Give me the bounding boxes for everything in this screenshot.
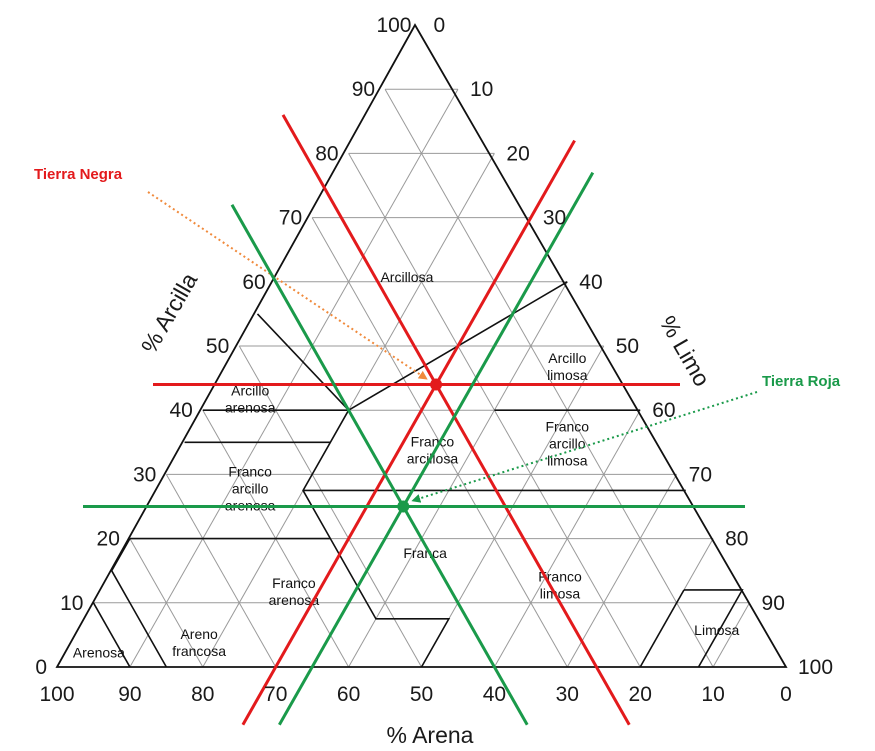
region-label-line: arenosa bbox=[269, 592, 320, 608]
region-label-line: Franco bbox=[538, 568, 582, 584]
region-arcillosa: Arcillosa bbox=[380, 269, 433, 285]
sand-axis-title: % Arena bbox=[387, 722, 474, 748]
region-label-line: Franca bbox=[403, 545, 447, 561]
region-label-line: Franco bbox=[411, 434, 455, 450]
grid-line-silt bbox=[566, 474, 678, 668]
region-label-line: limosa bbox=[540, 585, 581, 601]
sand-tick-label: 70 bbox=[264, 683, 287, 706]
region-label-line: Franco bbox=[546, 419, 590, 435]
region-franco-arenosa: Franco arenosa bbox=[269, 575, 320, 608]
region-limosa: Limosa bbox=[694, 622, 739, 638]
clay-tick-label: 20 bbox=[97, 528, 120, 551]
region-label-line: limosa bbox=[547, 367, 588, 383]
sand-axis-ticks: 100 90 80 70 60 50 40 30 20 10 0 bbox=[39, 683, 791, 706]
region-label-line: arcillo bbox=[232, 481, 269, 497]
region-arcillo-arenosa: Arcillo arenosa bbox=[225, 382, 276, 415]
region-label-line: francosa bbox=[172, 643, 226, 659]
clay-tick-label: 60 bbox=[242, 271, 265, 294]
tierra-negra-silt-line bbox=[241, 139, 576, 726]
clay-axis-title: % Arcilla bbox=[136, 268, 203, 358]
tierra-roja-point bbox=[397, 500, 410, 513]
region-franco-limosa: Franco limosa bbox=[538, 568, 582, 601]
silt-tick-label: 10 bbox=[470, 78, 493, 101]
region-arenosa: Arenosa bbox=[73, 644, 125, 660]
tierra-roja-silt-line bbox=[278, 171, 595, 726]
region-franca: Franca bbox=[403, 545, 447, 561]
tierra-negra-point bbox=[430, 378, 443, 391]
sample-lines bbox=[83, 114, 758, 726]
silt-tick-label: 50 bbox=[616, 335, 639, 358]
silt-tick-label: 70 bbox=[689, 463, 712, 486]
silt-tick-label: 40 bbox=[579, 271, 602, 294]
region-label-line: Franco bbox=[228, 464, 272, 480]
clay-tick-label: 100 bbox=[376, 14, 411, 37]
region-label-line: Arcillosa bbox=[380, 269, 433, 285]
clay-tick-label: 0 bbox=[35, 656, 47, 679]
region-franco-arcillosa: Franco arcillosa bbox=[407, 434, 459, 467]
sand-tick-label: 90 bbox=[118, 683, 141, 706]
silt-tick-label: 100 bbox=[798, 656, 833, 679]
clay-tick-label: 10 bbox=[60, 592, 83, 615]
sand-tick-label: 50 bbox=[410, 683, 433, 706]
class-boundary bbox=[202, 313, 351, 412]
clay-tick-label: 80 bbox=[315, 142, 338, 165]
outline bbox=[55, 23, 788, 668]
region-arcillo-limosa: Arcillo limosa bbox=[547, 350, 588, 383]
sand-tick-label: 80 bbox=[191, 683, 214, 706]
tierra-negra-sand-line bbox=[281, 114, 631, 726]
class-boundary bbox=[639, 589, 685, 668]
region-label-line: arcillosa bbox=[407, 451, 459, 467]
silt-axis-ticks: 0 10 20 30 40 50 60 70 80 90 100 bbox=[434, 14, 834, 679]
region-label-line: arenosa bbox=[225, 399, 276, 415]
region-franco-arcillo-limosa: Franco arcillo limosa bbox=[546, 419, 590, 469]
region-label-line: Limosa bbox=[694, 622, 739, 638]
class-boundary bbox=[92, 602, 131, 668]
sand-tick-label: 30 bbox=[556, 683, 579, 706]
clay-tick-label: 40 bbox=[169, 399, 192, 422]
tierra-roja-label: Tierra Roja bbox=[762, 373, 841, 390]
triangle-grid bbox=[93, 88, 750, 668]
region-label-line: arcillo bbox=[549, 436, 586, 452]
region-label-line: Areno bbox=[180, 626, 218, 642]
grid-line-sand bbox=[129, 538, 204, 668]
tierra-roja-sand-line bbox=[230, 204, 529, 726]
tierra-negra-label: Tierra Negra bbox=[34, 166, 123, 183]
region-label-line: Franco bbox=[272, 575, 316, 591]
grid-line-silt bbox=[712, 602, 750, 668]
sand-tick-label: 40 bbox=[483, 683, 506, 706]
region-label-line: Arcillo bbox=[231, 382, 269, 398]
tierra-roja-arrow bbox=[411, 391, 758, 503]
grid-line-sand bbox=[384, 88, 714, 668]
clay-tick-label: 90 bbox=[352, 78, 375, 101]
grid-line-silt bbox=[129, 88, 459, 668]
silt-tick-label: 20 bbox=[506, 142, 529, 165]
sand-tick-label: 10 bbox=[701, 683, 724, 706]
silt-tick-label: 30 bbox=[543, 207, 566, 230]
silt-tick-label: 90 bbox=[762, 592, 785, 615]
clay-tick-label: 70 bbox=[279, 207, 302, 230]
clay-axis-ticks: 0 10 20 30 40 50 60 70 80 90 100 bbox=[35, 14, 411, 679]
region-label-line: Arcillo bbox=[548, 350, 586, 366]
class-boundary bbox=[302, 409, 451, 668]
sand-tick-label: 0 bbox=[780, 683, 792, 706]
tierra-negra-arrow bbox=[147, 191, 428, 380]
clay-tick-label: 50 bbox=[206, 335, 229, 358]
sand-tick-label: 20 bbox=[629, 683, 652, 706]
silt-tick-label: 0 bbox=[434, 14, 446, 37]
sand-tick-label: 100 bbox=[39, 683, 74, 706]
region-label-line: Arenosa bbox=[73, 644, 125, 660]
silt-tick-label: 60 bbox=[652, 399, 675, 422]
region-label-line: limosa bbox=[547, 453, 588, 469]
silt-tick-label: 80 bbox=[725, 528, 748, 551]
clay-tick-label: 30 bbox=[133, 463, 156, 486]
silt-axis-title: % Limo bbox=[654, 311, 715, 390]
triangle-outline bbox=[55, 23, 788, 668]
grid-line-silt bbox=[493, 409, 641, 668]
region-areno-francosa: Areno francosa bbox=[172, 626, 226, 659]
sand-tick-label: 60 bbox=[337, 683, 360, 706]
